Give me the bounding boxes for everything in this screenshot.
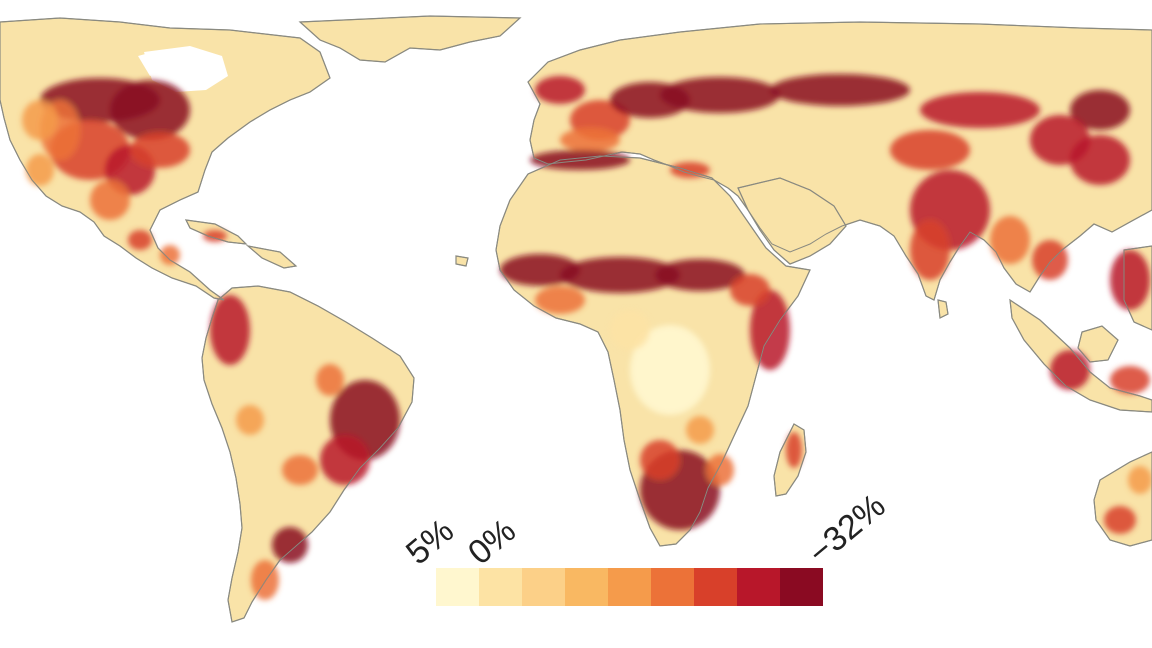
hotspot-18 — [236, 405, 264, 435]
hotspot-43 — [686, 416, 714, 444]
hotspot-17 — [251, 560, 279, 600]
hotspot-1 — [110, 80, 190, 140]
coast-outline-5 — [737, 177, 847, 265]
hotspot-37 — [655, 259, 745, 291]
hudson-bay — [138, 50, 166, 76]
hotspot-19 — [316, 364, 344, 396]
hotspot-54 — [610, 310, 650, 350]
coast-outline-9 — [1093, 451, 1152, 547]
hotspot-7 — [90, 180, 130, 220]
legend-swatch-1 — [479, 568, 522, 606]
legend-swatch-7 — [737, 568, 780, 606]
legend-colorbar — [436, 568, 823, 606]
coast-outline-8 — [1009, 245, 1152, 413]
hotspot-50 — [1110, 366, 1150, 394]
hotspot-51 — [1104, 506, 1136, 534]
coast-outline-2 — [185, 219, 298, 269]
coast-outline-0 — [298, 15, 522, 63]
hotspot-9 — [128, 230, 152, 250]
legend-swatch-2 — [522, 568, 565, 606]
hotspot-6 — [130, 132, 190, 168]
greenland-ice — [144, 46, 228, 92]
legend-swatch-6 — [694, 568, 737, 606]
coast-outline-1 — [0, 17, 331, 301]
caribbean-islands — [184, 219, 298, 269]
ice-areas — [138, 46, 228, 92]
change-hotspots — [22, 74, 1152, 600]
hotspot-23 — [660, 77, 780, 113]
hotspot-16 — [272, 527, 308, 563]
hotspot-25 — [770, 74, 910, 106]
hotspot-11 — [203, 230, 227, 242]
hotspot-10 — [160, 245, 180, 265]
hotspot-52 — [1128, 466, 1152, 494]
hotspot-44 — [706, 454, 734, 486]
legend-swatch-4 — [608, 568, 651, 606]
legend-swatch-0 — [436, 568, 479, 606]
hotspot-20 — [535, 76, 585, 104]
coast-outline-7 — [773, 423, 807, 497]
coast-outline-3 — [201, 285, 415, 623]
hotspot-38 — [535, 286, 585, 314]
hotspot-42 — [640, 440, 680, 480]
hotspot-40 — [730, 274, 770, 306]
hotspot-46 — [530, 150, 630, 170]
coast-outline-4 — [527, 21, 1152, 301]
hotspot-28 — [890, 130, 970, 170]
hotspot-49 — [1110, 250, 1150, 310]
legend-swatch-3 — [565, 568, 608, 606]
coastlines — [0, 15, 1152, 623]
hotspot-36 — [560, 257, 680, 293]
hotspot-35 — [500, 254, 580, 286]
hotspot-4 — [22, 100, 58, 140]
hotspot-53 — [630, 325, 710, 415]
hotspot-27 — [1070, 90, 1130, 130]
hotspot-45 — [786, 432, 802, 468]
hotspot-34 — [1032, 240, 1068, 280]
hotspot-33 — [990, 216, 1030, 264]
coast-outline-6 — [495, 155, 811, 547]
hotspot-14 — [320, 435, 370, 485]
legend-swatch-8 — [780, 568, 823, 606]
hotspot-26 — [920, 92, 1040, 128]
hotspot-39 — [750, 290, 790, 370]
hotspot-48 — [1050, 350, 1090, 390]
coast-outline-10 — [455, 255, 949, 319]
legend-swatch-5 — [651, 568, 694, 606]
hotspot-12 — [210, 295, 250, 365]
hotspot-8 — [26, 154, 54, 186]
hotspot-24 — [560, 128, 620, 152]
hotspot-32 — [910, 220, 950, 280]
hotspot-15 — [282, 455, 318, 485]
hotspot-30 — [1070, 135, 1130, 185]
